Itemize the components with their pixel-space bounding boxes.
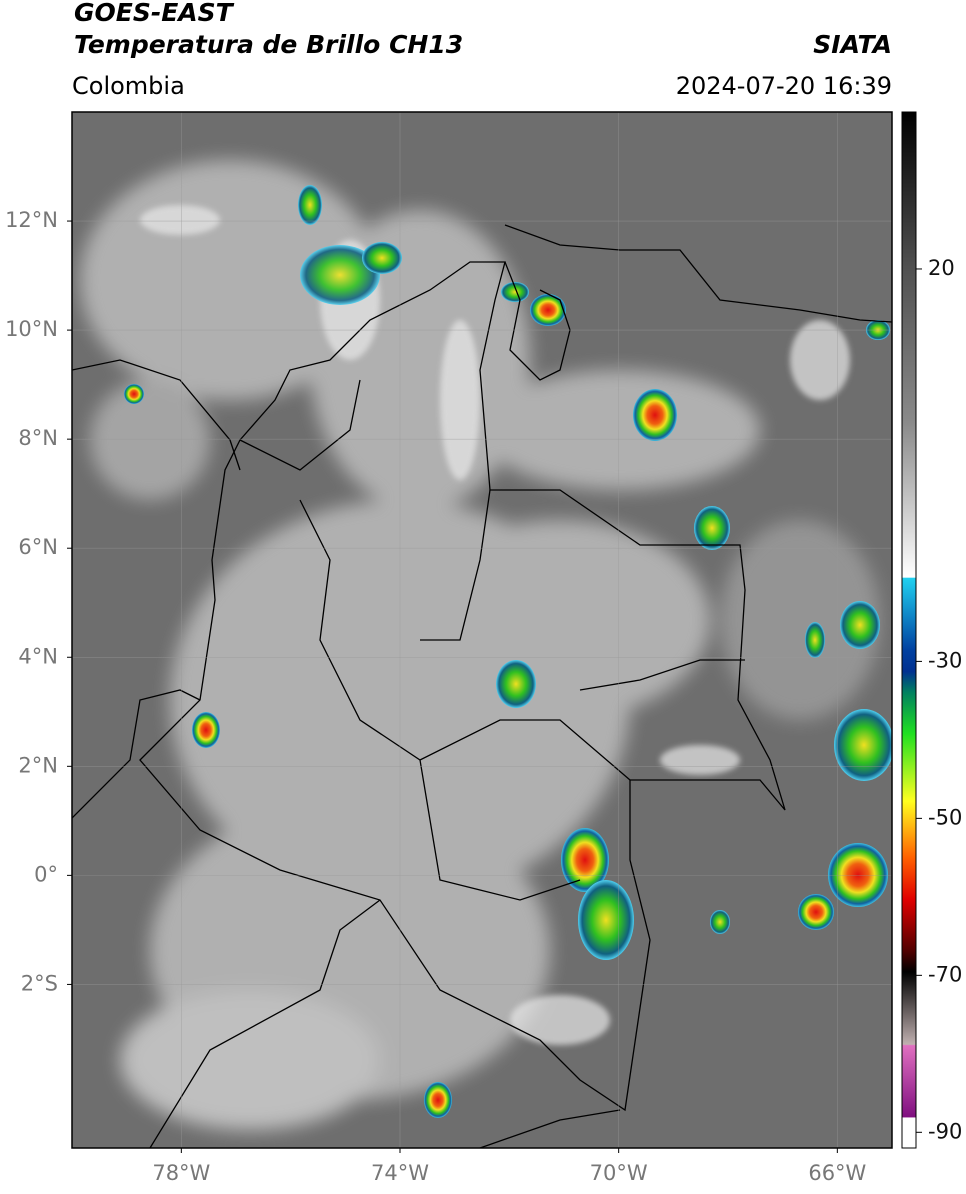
grid [72,112,892,1148]
datetime: 2024-07-20 16:39 [676,72,892,100]
region: Colombia [72,72,185,100]
y-tick-label: 4°N [18,644,58,668]
colorbar-tick-label: -70 [928,962,962,986]
x-tick-label: 70°W [590,1161,648,1185]
colorbar [901,111,917,1149]
map-frame [71,111,893,1149]
source: SIATA [813,30,892,59]
y-tick-label: 10°N [5,317,58,341]
y-tick-label: 8°N [18,426,58,450]
y-tick-label: 2°N [18,753,58,777]
colorbar-tick-label: -50 [928,805,962,829]
satellite-image [72,112,892,1148]
convective-cells [124,185,892,1118]
x-tick-label: 78°W [152,1161,210,1185]
colorbar-tick-label: 20 [928,256,955,280]
x-tick-label: 74°W [371,1161,429,1185]
y-tick-label: 6°N [18,535,58,559]
x-tick-label: 66°W [808,1161,866,1185]
title: GOES-EAST [74,0,235,27]
colorbar-tick-label: -30 [928,648,962,672]
y-tick-label: 0° [34,862,58,886]
y-tick-label: 2°S [21,971,58,995]
subtitle: Temperatura de Brillo CH13 [74,30,463,59]
y-tick-label: 12°N [5,208,58,232]
borders [72,224,892,1148]
colorbar-tick-label: -90 [928,1119,962,1143]
